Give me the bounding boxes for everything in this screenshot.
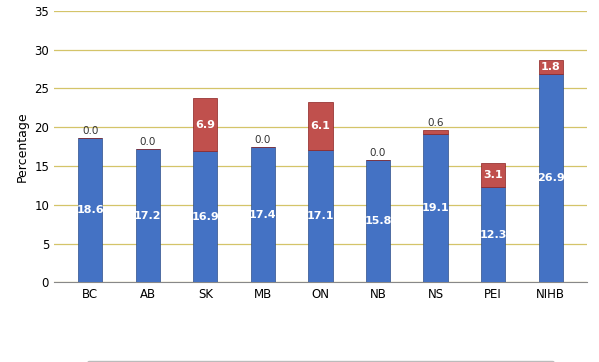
Bar (423, 134, 447, 282)
Text: 3.1: 3.1 (483, 170, 503, 180)
Text: 6.1: 6.1 (310, 121, 331, 131)
Text: 0.0: 0.0 (255, 135, 271, 146)
Y-axis label: Percentage: Percentage (16, 111, 29, 182)
Text: 17.2: 17.2 (134, 211, 162, 221)
Text: 15.8: 15.8 (364, 216, 392, 226)
Bar (251, 147, 275, 282)
Bar (481, 163, 505, 187)
Bar (193, 98, 217, 151)
Text: 0.0: 0.0 (140, 137, 156, 147)
Text: 17.1: 17.1 (307, 211, 334, 221)
Bar (308, 150, 332, 282)
Text: 6.9: 6.9 (195, 119, 216, 130)
Bar (366, 160, 390, 282)
Text: 19.1: 19.1 (422, 203, 449, 213)
Text: 0.6: 0.6 (427, 118, 444, 128)
Bar (193, 151, 217, 282)
Bar (78, 138, 102, 282)
Text: 16.9: 16.9 (192, 212, 219, 222)
Text: 12.3: 12.3 (479, 230, 507, 240)
Bar (539, 74, 563, 282)
Text: 0.0: 0.0 (370, 148, 386, 158)
Text: 1.8: 1.8 (541, 62, 561, 72)
Text: 17.4: 17.4 (249, 210, 277, 220)
Text: 18.6: 18.6 (77, 205, 104, 215)
Bar (136, 149, 160, 282)
Bar (481, 187, 505, 282)
Legend: % Dispensing Fee Share of Prescription Cost, % Markup Share of Prescription Cost: % Dispensing Fee Share of Prescription C… (86, 361, 555, 362)
Bar (423, 130, 447, 134)
Bar (308, 102, 332, 150)
Bar (539, 60, 563, 74)
Text: 26.9: 26.9 (537, 173, 565, 183)
Text: 0.0: 0.0 (82, 126, 98, 136)
